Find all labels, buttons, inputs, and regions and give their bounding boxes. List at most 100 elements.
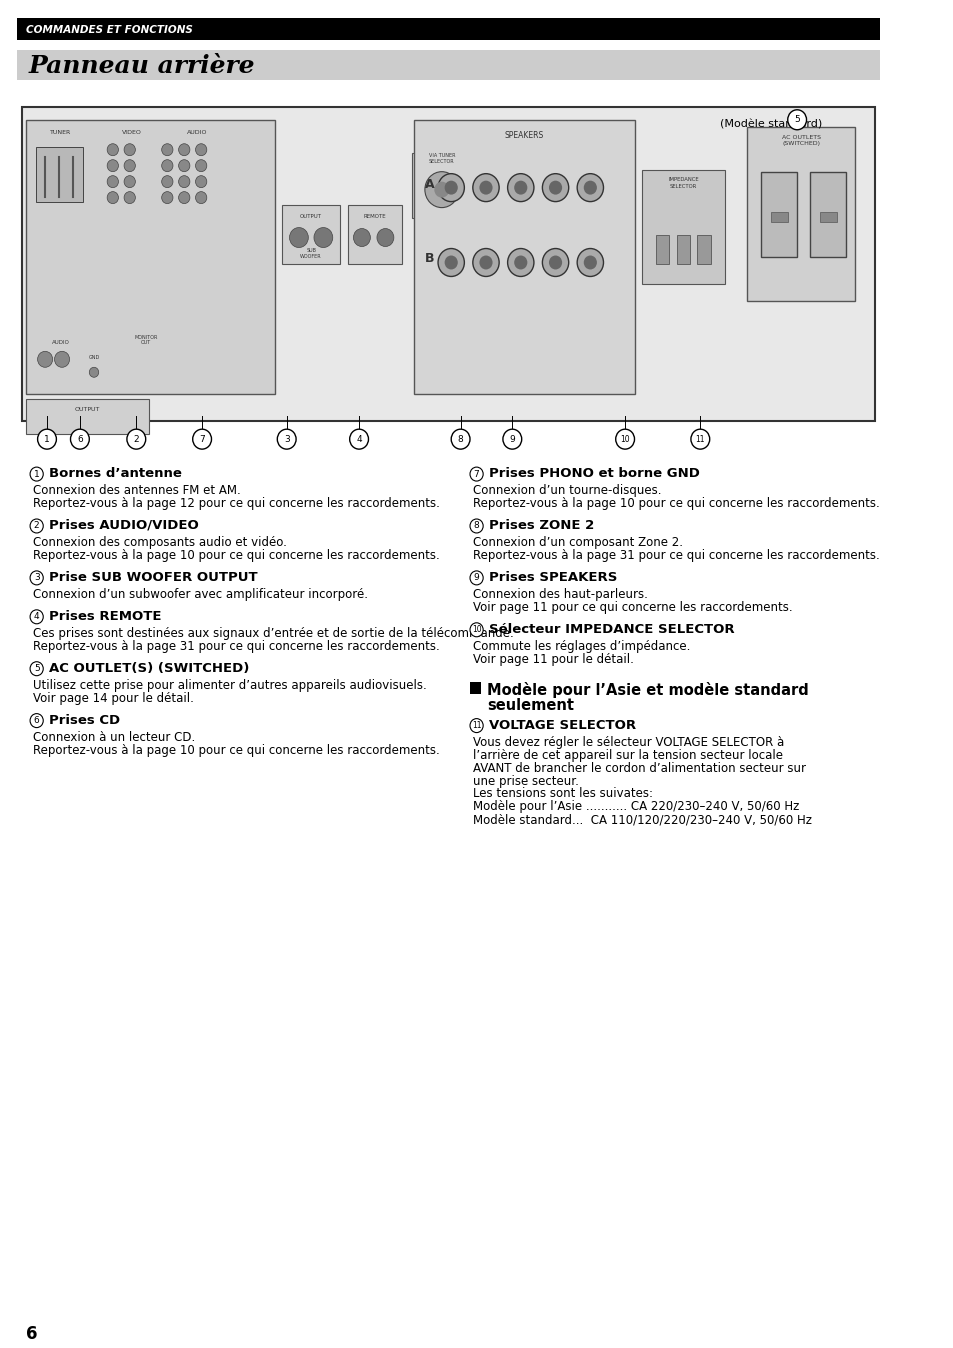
Bar	[819, 212, 836, 221]
Text: Bornes d’antenne: Bornes d’antenne	[49, 468, 182, 480]
Circle shape	[30, 468, 43, 481]
Bar	[27, 399, 149, 434]
Text: Prises CD: Prises CD	[49, 713, 120, 727]
Text: Connexion des haut-parleurs.: Connexion des haut-parleurs.	[473, 588, 647, 601]
Bar	[414, 120, 634, 394]
Bar	[412, 152, 473, 217]
Circle shape	[37, 352, 52, 367]
Bar	[641, 170, 724, 284]
Circle shape	[437, 248, 464, 276]
Circle shape	[353, 229, 370, 247]
Circle shape	[470, 572, 482, 585]
Text: SUB
WOOFER: SUB WOOFER	[300, 248, 321, 259]
Circle shape	[434, 182, 449, 198]
Text: 6: 6	[33, 716, 39, 725]
Text: VOLTAGE SELECTOR: VOLTAGE SELECTOR	[488, 718, 636, 732]
Circle shape	[178, 191, 190, 204]
Text: OUTPUT: OUTPUT	[74, 407, 100, 412]
Circle shape	[583, 181, 597, 194]
Text: REMOTE: REMOTE	[363, 213, 386, 218]
Circle shape	[583, 256, 597, 270]
Circle shape	[514, 181, 527, 194]
Text: Connexion d’un tourne-disques.: Connexion d’un tourne-disques.	[473, 484, 660, 497]
Circle shape	[470, 623, 482, 636]
Circle shape	[376, 229, 394, 247]
Circle shape	[479, 181, 492, 194]
Text: AUDIO: AUDIO	[52, 340, 70, 345]
Text: Prise SUB WOOFER OUTPUT: Prise SUB WOOFER OUTPUT	[49, 572, 257, 584]
Text: COMMANDES ET FONCTIONS: COMMANDES ET FONCTIONS	[27, 26, 193, 35]
Text: Reportez-vous à la page 12 pour ce qui concerne les raccordements.: Reportez-vous à la page 12 pour ce qui c…	[32, 497, 439, 510]
Circle shape	[30, 713, 43, 728]
Circle shape	[473, 174, 498, 202]
Text: 4: 4	[355, 434, 361, 443]
Circle shape	[502, 429, 521, 449]
Text: 7: 7	[474, 469, 479, 479]
Circle shape	[161, 159, 172, 171]
Circle shape	[615, 429, 634, 449]
Circle shape	[451, 429, 470, 449]
Text: GND: GND	[89, 356, 99, 360]
Circle shape	[548, 181, 561, 194]
Circle shape	[90, 367, 98, 377]
Circle shape	[314, 228, 333, 248]
Circle shape	[542, 174, 568, 202]
Text: VIDEO: VIDEO	[122, 129, 141, 135]
Circle shape	[127, 429, 146, 449]
Circle shape	[30, 519, 43, 532]
Bar	[348, 205, 402, 264]
Text: Panneau arrière: Panneau arrière	[29, 54, 254, 78]
Circle shape	[577, 174, 603, 202]
Text: 10: 10	[619, 434, 629, 443]
Bar	[17, 50, 879, 80]
Text: 9: 9	[509, 434, 515, 443]
Text: Modèle pour l’Asie et modèle standard: Modèle pour l’Asie et modèle standard	[486, 682, 808, 698]
Circle shape	[350, 429, 368, 449]
Text: Sélecteur IMPEDANCE SELECTOR: Sélecteur IMPEDANCE SELECTOR	[488, 623, 734, 636]
Text: 1: 1	[33, 469, 39, 479]
Text: 5: 5	[33, 665, 39, 673]
Circle shape	[193, 429, 212, 449]
Circle shape	[178, 175, 190, 187]
Text: Connexion d’un subwoofer avec amplificateur incorporé.: Connexion d’un subwoofer avec amplificat…	[32, 588, 368, 601]
Bar	[282, 205, 340, 264]
Text: Ces prises sont destinées aux signaux d’entrée et de sortie de la télécommande.: Ces prises sont destinées aux signaux d’…	[32, 627, 513, 640]
Circle shape	[178, 159, 190, 171]
Text: A: A	[424, 178, 434, 190]
Text: Commute les réglages d’impédance.: Commute les réglages d’impédance.	[473, 640, 689, 652]
Bar	[17, 18, 879, 40]
Circle shape	[107, 175, 118, 187]
Circle shape	[124, 175, 135, 187]
Text: Voir page 14 pour le détail.: Voir page 14 pour le détail.	[32, 692, 193, 705]
Circle shape	[107, 191, 118, 204]
Circle shape	[124, 144, 135, 156]
Text: TUNER: TUNER	[51, 129, 71, 135]
Text: Modèle standard...  CA 110/120/220/230–240 V, 50/60 Hz: Modèle standard... CA 110/120/220/230–24…	[473, 813, 811, 826]
Circle shape	[577, 248, 603, 276]
Circle shape	[289, 228, 308, 248]
Text: (Modèle standard): (Modèle standard)	[719, 120, 821, 129]
Circle shape	[787, 109, 805, 129]
Text: Connexion des antennes FM et AM.: Connexion des antennes FM et AM.	[32, 484, 240, 497]
Circle shape	[71, 429, 90, 449]
Text: Voir page 11 pour ce qui concerne les raccordements.: Voir page 11 pour ce qui concerne les ra…	[473, 601, 792, 613]
Text: Connexion des composants audio et vidéo.: Connexion des composants audio et vidéo.	[32, 537, 287, 549]
Bar	[35, 147, 83, 202]
Circle shape	[30, 572, 43, 585]
Circle shape	[178, 144, 190, 156]
Text: OUTPUT: OUTPUT	[300, 213, 322, 218]
Text: MONITOR
OUT: MONITOR OUT	[133, 334, 157, 345]
Text: une prise secteur.: une prise secteur.	[473, 775, 578, 787]
Bar	[809, 171, 845, 256]
Circle shape	[30, 662, 43, 675]
Text: 2: 2	[133, 434, 139, 443]
Text: Vous devez régler le sélecteur VOLTAGE SELECTOR à: Vous devez régler le sélecteur VOLTAGE S…	[473, 736, 783, 748]
Bar	[22, 106, 874, 421]
Circle shape	[470, 519, 482, 532]
Text: Voir page 11 pour le détail.: Voir page 11 pour le détail.	[473, 652, 633, 666]
Bar	[746, 127, 855, 302]
Text: Modèle pour l’Asie ........... CA 220/230–240 V, 50/60 Hz: Modèle pour l’Asie ........... CA 220/23…	[473, 801, 799, 813]
Circle shape	[161, 191, 172, 204]
Text: Utilisez cette prise pour alimenter d’autres appareils audiovisuels.: Utilisez cette prise pour alimenter d’au…	[32, 678, 426, 692]
Circle shape	[124, 159, 135, 171]
